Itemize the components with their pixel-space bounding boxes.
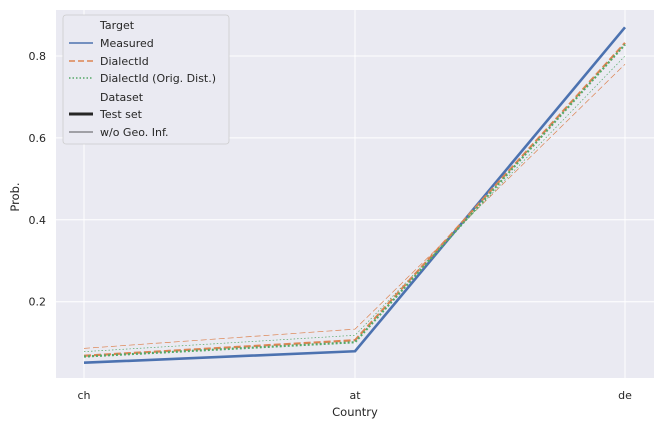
y-tick-label: 0.6 (29, 132, 47, 145)
series-lines (83, 26, 626, 365)
series-line-dialectid-test-set (83, 42, 626, 357)
y-tick-label: 0.4 (29, 214, 47, 227)
x-tick-labels: ch at de (77, 389, 632, 402)
y-axis-label: Prob. (8, 182, 22, 211)
series-line-dialectid-wo-geo (83, 63, 626, 349)
legend: Target Measured DialectId DialectId (Ori… (62, 14, 230, 145)
legend-label-dialectid: DialectId (100, 55, 149, 68)
x-axis-label: Country (332, 405, 378, 419)
y-tick-labels: 0.2 0.4 0.6 0.8 (29, 50, 47, 309)
legend-box (62, 14, 230, 145)
x-tick-label: at (349, 389, 361, 402)
y-tick-label: 0.8 (29, 50, 47, 63)
series-line-measured-test-set (83, 26, 626, 365)
x-tick-label: de (618, 389, 632, 402)
legend-label-dialectid-orig: DialectId (Orig. Dist.) (100, 72, 216, 85)
legend-label-wo-geo: w/o Geo. Inf. (100, 126, 169, 139)
y-tick-label: 0.2 (29, 296, 47, 309)
legend-title-target: Target (99, 19, 135, 32)
legend-title-dataset: Dataset (100, 91, 144, 104)
x-tick-label: ch (77, 389, 90, 402)
legend-label-measured: Measured (100, 37, 154, 50)
legend-label-test-set: Test set (99, 108, 143, 121)
